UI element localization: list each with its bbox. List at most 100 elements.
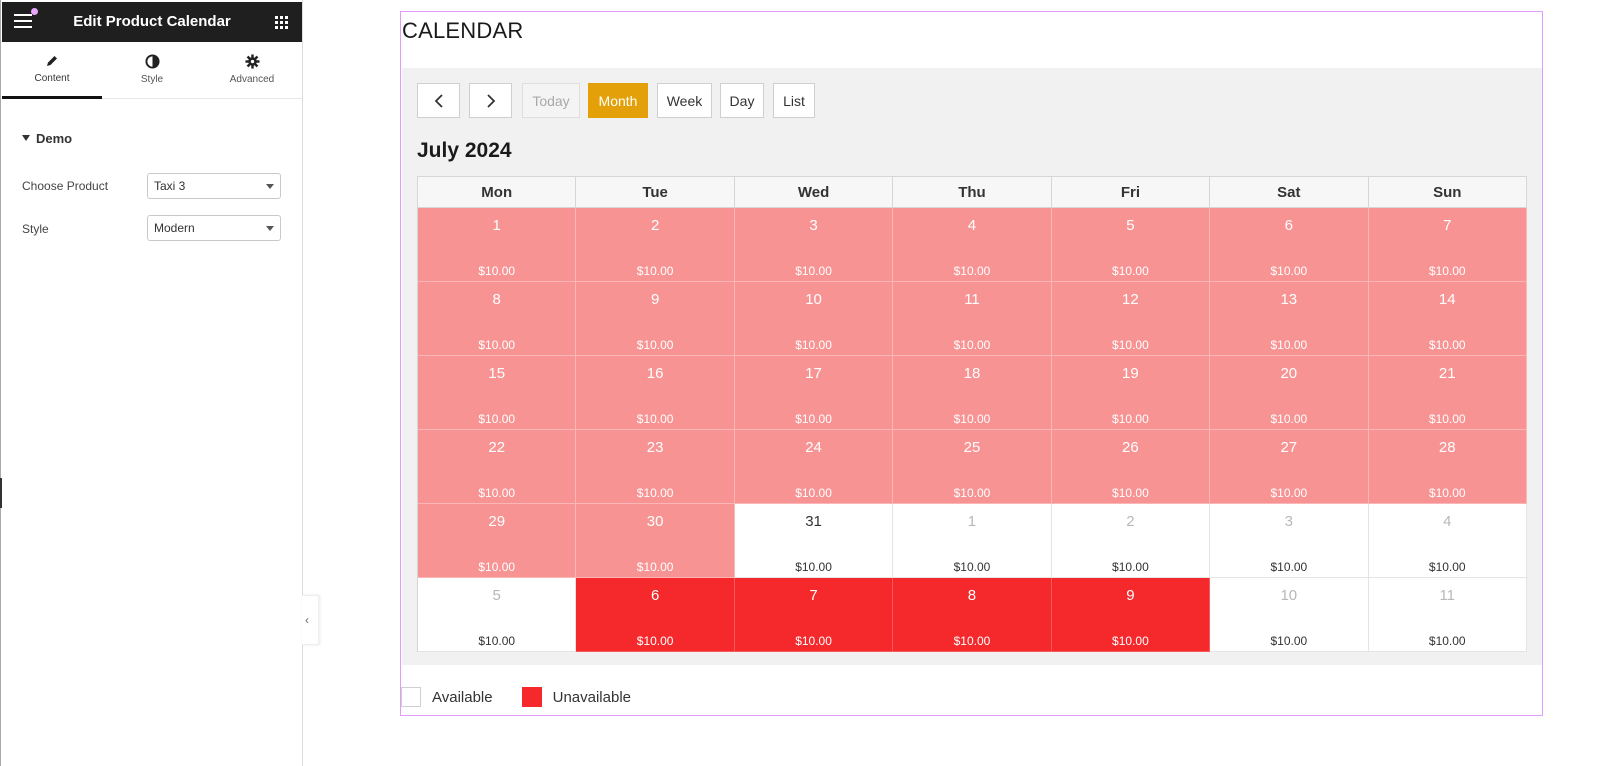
day-cell[interactable]: 11 $10.00 <box>1368 578 1527 652</box>
day-price: $10.00 <box>1112 264 1149 278</box>
day-number: 8 <box>967 587 977 604</box>
week-row: 8 $10.00 9 $10.00 10 $10.00 11 $10.00 12 $10.00 13… <box>418 282 1527 356</box>
day-price: $10.00 <box>1112 486 1149 500</box>
day-number: 4 <box>1443 513 1452 530</box>
day-cell[interactable]: 13 $10.00 <box>1210 282 1369 356</box>
day-cell[interactable]: 4 $10.00 <box>1368 504 1527 578</box>
day-number: 30 <box>646 513 664 530</box>
month-title: July 2024 <box>417 139 512 162</box>
widgets-grid-icon[interactable] <box>275 16 288 29</box>
style-label: Style <box>22 222 49 236</box>
day-number: 26 <box>1122 439 1139 456</box>
section-demo-toggle[interactable]: Demo <box>22 131 72 146</box>
day-cell[interactable]: 30 $10.00 <box>576 504 735 578</box>
day-cell[interactable]: 7 $10.00 <box>734 578 894 652</box>
month-view-button[interactable]: Month <box>588 83 648 118</box>
day-cell[interactable]: 24 $10.00 <box>734 430 894 504</box>
weekday-header: Mon <box>418 177 577 208</box>
week-row: 5 $10.00 6 $10.00 7 $10.00 8 $10.00 9 $10.00 10 $10… <box>418 578 1527 652</box>
day-price: $10.00 <box>953 560 991 574</box>
calendar-widget[interactable]: CALENDAR Today Month Week Day List July … <box>400 11 1543 716</box>
day-cell[interactable]: 12 $10.00 <box>1051 282 1211 356</box>
day-number: 21 <box>1438 365 1456 382</box>
day-cell[interactable]: 28 $10.00 <box>1368 430 1527 504</box>
day-cell[interactable]: 27 $10.00 <box>1210 430 1369 504</box>
day-cell[interactable]: 6 $10.00 <box>1210 208 1369 282</box>
day-cell[interactable]: 19 $10.00 <box>1051 356 1211 430</box>
day-number: 9 <box>650 291 660 308</box>
day-cell[interactable]: 15 $10.00 <box>418 356 577 430</box>
day-cell[interactable]: 23 $10.00 <box>576 430 735 504</box>
chevron-left-icon: ‹ <box>305 613 309 627</box>
day-number: 19 <box>1122 365 1139 382</box>
day-number: 7 <box>1443 217 1452 234</box>
day-cell[interactable]: 2 $10.00 <box>576 208 735 282</box>
day-cell[interactable]: 3 $10.00 <box>1210 504 1369 578</box>
day-number: 5 <box>492 587 501 604</box>
legend-swatch <box>521 687 542 707</box>
day-number: 2 <box>650 217 660 234</box>
day-cell[interactable]: 10 $10.00 <box>1210 578 1369 652</box>
tab-style[interactable]: Style <box>102 42 202 98</box>
day-cell[interactable]: 31 $10.00 <box>734 504 894 578</box>
weekday-header: Wed <box>734 177 894 208</box>
day-cell[interactable]: 7 $10.00 <box>1368 208 1527 282</box>
hamburger-menu-icon[interactable] <box>14 8 38 30</box>
day-cell[interactable]: 5 $10.00 <box>418 578 577 652</box>
choose-product-select[interactable]: Taxi 3 <box>147 173 281 199</box>
day-price: $10.00 <box>1428 560 1466 574</box>
day-price: $10.00 <box>636 560 674 574</box>
day-cell[interactable]: 9 $10.00 <box>1051 578 1211 652</box>
tab-content[interactable]: Content <box>2 42 102 99</box>
choose-product-value: Taxi 3 <box>154 179 186 193</box>
day-cell[interactable]: 16 $10.00 <box>576 356 735 430</box>
day-cell[interactable]: 21 $10.00 <box>1368 356 1527 430</box>
day-cell[interactable]: 26 $10.00 <box>1051 430 1211 504</box>
style-select[interactable]: Modern <box>147 215 281 241</box>
day-cell[interactable]: 18 $10.00 <box>893 356 1052 430</box>
day-price: $10.00 <box>953 486 991 500</box>
week-row: 1 $10.00 2 $10.00 3 $10.00 4 $10.00 5 $10.00 6 $10.… <box>418 208 1527 282</box>
day-cell[interactable]: 8 $10.00 <box>893 578 1052 652</box>
day-price: $10.00 <box>636 412 674 426</box>
day-cell[interactable]: 22 $10.00 <box>418 430 577 504</box>
day-cell[interactable]: 3 $10.00 <box>734 208 894 282</box>
choose-product-label: Choose Product <box>22 179 109 193</box>
day-cell[interactable]: 14 $10.00 <box>1368 282 1527 356</box>
list-view-button[interactable]: List <box>773 83 815 118</box>
today-button[interactable]: Today <box>522 83 580 118</box>
day-cell[interactable]: 6 $10.00 <box>576 578 735 652</box>
day-cell[interactable]: 10 $10.00 <box>734 282 894 356</box>
prev-month-button[interactable] <box>417 83 460 118</box>
day-view-button[interactable]: Day <box>720 83 764 118</box>
resize-handle[interactable] <box>0 478 2 508</box>
day-cell[interactable]: 8 $10.00 <box>418 282 577 356</box>
day-cell[interactable]: 17 $10.00 <box>734 356 894 430</box>
week-view-button[interactable]: Week <box>657 83 712 118</box>
tab-advanced[interactable]: Advanced <box>202 42 302 98</box>
day-cell[interactable]: 11 $10.00 <box>893 282 1052 356</box>
month-grid: Mon Tue Wed Thu Fri Sat Sun 1 $10.00 2 $10.00 3 $10… <box>417 176 1527 652</box>
window-edge <box>0 0 1 766</box>
day-cell[interactable]: 1 $10.00 <box>893 504 1052 578</box>
day-cell[interactable]: 9 $10.00 <box>576 282 735 356</box>
day-cell[interactable]: 25 $10.00 <box>893 430 1052 504</box>
day-number: 3 <box>1284 513 1293 530</box>
collapse-panel-button[interactable]: ‹ <box>302 595 319 645</box>
day-price: $10.00 <box>1428 412 1466 426</box>
next-month-button[interactable] <box>469 83 512 118</box>
day-cell[interactable]: 1 $10.00 <box>418 208 577 282</box>
day-cell[interactable]: 5 $10.00 <box>1051 208 1211 282</box>
day-cell[interactable]: 20 $10.00 <box>1210 356 1369 430</box>
day-number: 9 <box>1126 587 1135 604</box>
day-cell[interactable]: 2 $10.00 <box>1051 504 1211 578</box>
day-price: $10.00 <box>953 634 991 648</box>
weekday-header: Thu <box>893 177 1052 208</box>
day-number: 11 <box>964 291 980 308</box>
widget-heading: CALENDAR <box>402 18 524 43</box>
section-title: Demo <box>36 131 73 146</box>
day-number: 3 <box>809 217 818 234</box>
day-price: $10.00 <box>478 264 516 278</box>
day-cell[interactable]: 29 $10.00 <box>418 504 577 578</box>
day-cell[interactable]: 4 $10.00 <box>893 208 1052 282</box>
